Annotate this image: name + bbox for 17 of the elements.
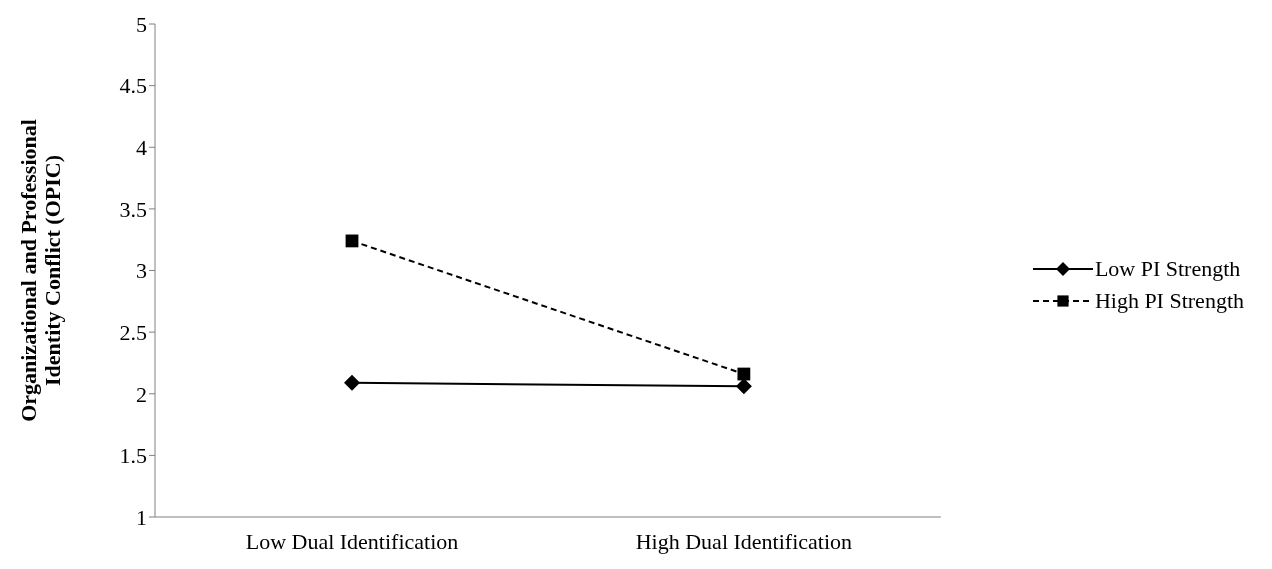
legend-label: Low PI Strength <box>1094 255 1241 282</box>
y-tick-label: 1 <box>136 504 147 530</box>
y-tick-label: 5 <box>136 11 147 37</box>
y-tick-label: 4 <box>136 135 147 161</box>
y-tick-label: 4.5 <box>119 73 147 99</box>
point <box>737 367 751 381</box>
x-tick-label: High Dual Identification <box>635 528 853 554</box>
y-tick-label: 1.5 <box>119 443 147 469</box>
point <box>344 374 360 391</box>
y-tick-label: 2.5 <box>119 319 147 345</box>
legend-label: High PI Strength <box>1094 287 1244 314</box>
y-tick-label: 3.5 <box>119 196 147 222</box>
point <box>735 378 752 395</box>
y-tick-label: 2 <box>136 381 147 407</box>
y-tick-label: 3 <box>136 258 147 284</box>
y-axis-title: Organizational and Professional Identity Conflict (OPIC) <box>15 119 65 422</box>
x-tick-label: Low Dual Identification <box>245 528 459 554</box>
